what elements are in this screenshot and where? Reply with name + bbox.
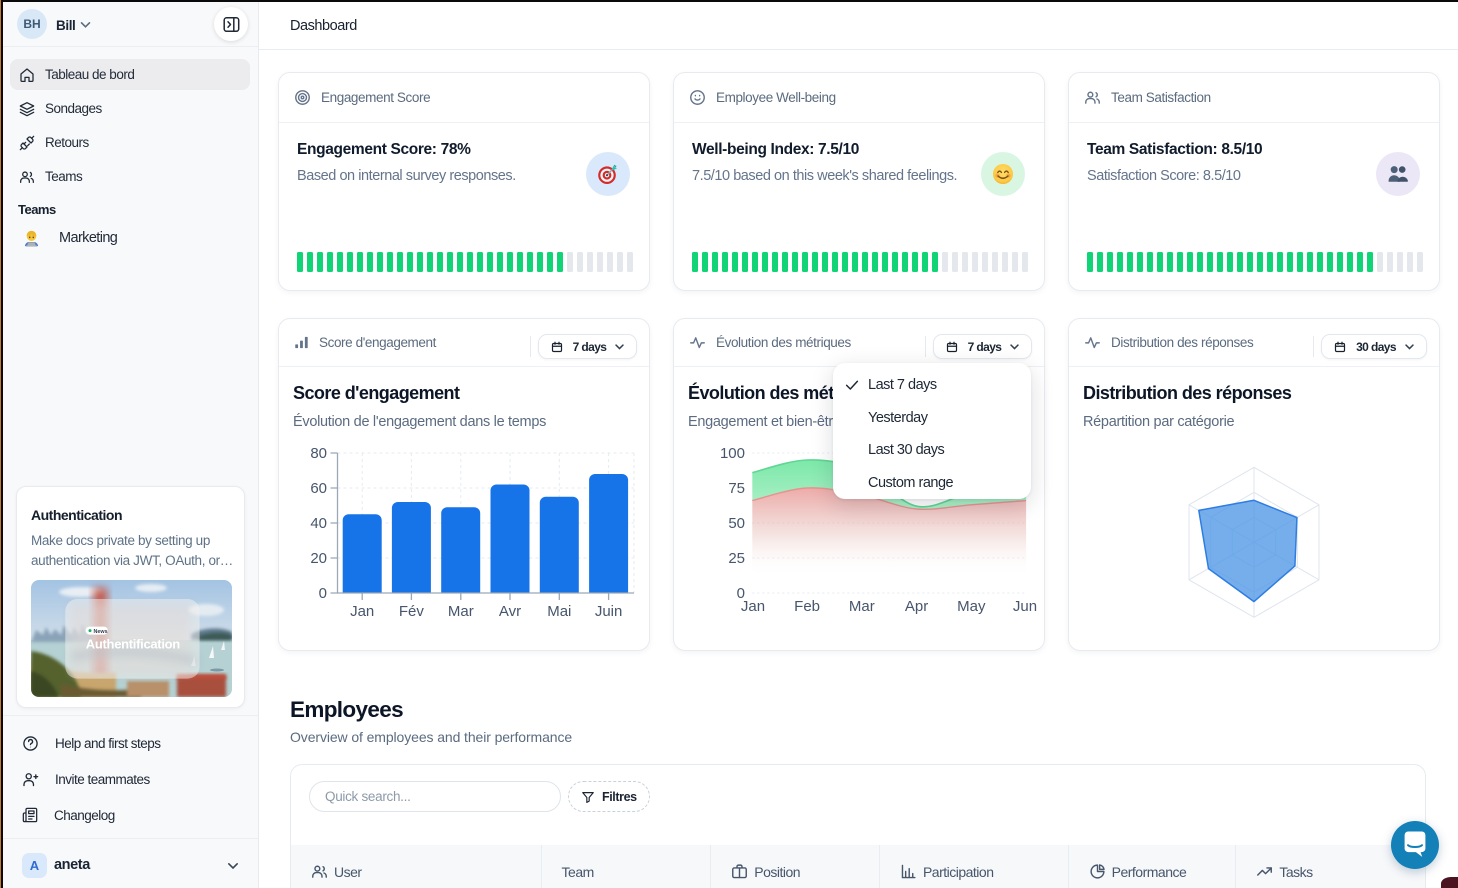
svg-text:75: 75	[728, 480, 745, 497]
svg-text:100: 100	[720, 445, 745, 462]
svg-text:Jan: Jan	[350, 603, 374, 620]
svg-text:20: 20	[310, 550, 327, 567]
svg-text:40: 40	[310, 515, 327, 532]
svg-text:News: News	[94, 629, 108, 635]
svg-text:Mar: Mar	[448, 603, 474, 620]
svg-text:60: 60	[310, 480, 327, 497]
svg-text:Fév: Fév	[399, 603, 425, 620]
svg-text:Authentification: Authentification	[86, 637, 180, 652]
svg-text:Jan: Jan	[741, 598, 765, 615]
svg-text:25: 25	[728, 550, 745, 567]
svg-text:Apr: Apr	[905, 598, 928, 615]
svg-text:50: 50	[728, 515, 745, 532]
svg-text:0: 0	[319, 585, 327, 602]
svg-text:Jun: Jun	[1013, 598, 1037, 615]
svg-text:Avr: Avr	[499, 603, 521, 620]
svg-text:0: 0	[737, 585, 745, 602]
svg-text:Mar: Mar	[849, 598, 875, 615]
svg-text:Feb: Feb	[794, 598, 820, 615]
svg-text:May: May	[957, 598, 986, 615]
svg-text:Juin: Juin	[595, 603, 623, 620]
svg-text:Mai: Mai	[547, 603, 571, 620]
svg-text:80: 80	[310, 445, 327, 462]
